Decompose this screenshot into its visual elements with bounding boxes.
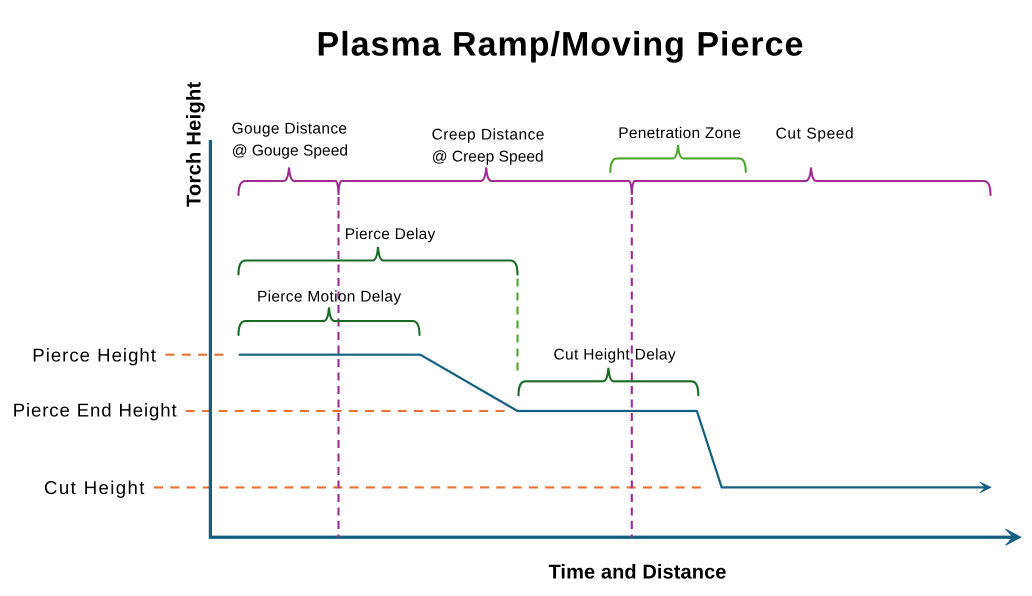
svg-text:Pierce Delay: Pierce Delay — [345, 226, 436, 243]
svg-text:Pierce Motion Delay: Pierce Motion Delay — [257, 288, 401, 305]
svg-text:@ Gouge Speed: @ Gouge Speed — [232, 143, 348, 160]
svg-text:Time and Distance: Time and Distance — [548, 562, 726, 584]
svg-text:Torch Height: Torch Height — [184, 82, 206, 207]
svg-text:Cut Height Delay: Cut Height Delay — [554, 346, 676, 363]
svg-text:Creep Distance: Creep Distance — [432, 126, 545, 143]
svg-text:Gouge Distance: Gouge Distance — [232, 121, 348, 138]
svg-text:Penetration Zone: Penetration Zone — [618, 125, 741, 142]
svg-text:Pierce Height: Pierce Height — [32, 344, 157, 365]
svg-text:Pierce End Height: Pierce End Height — [13, 399, 178, 420]
svg-text:Cut Height: Cut Height — [44, 477, 146, 498]
svg-text:Cut Speed: Cut Speed — [776, 125, 855, 142]
svg-text:@ Creep Speed: @ Creep Speed — [432, 149, 544, 166]
svg-text:Plasma Ramp/Moving Pierce: Plasma Ramp/Moving Pierce — [317, 25, 805, 63]
